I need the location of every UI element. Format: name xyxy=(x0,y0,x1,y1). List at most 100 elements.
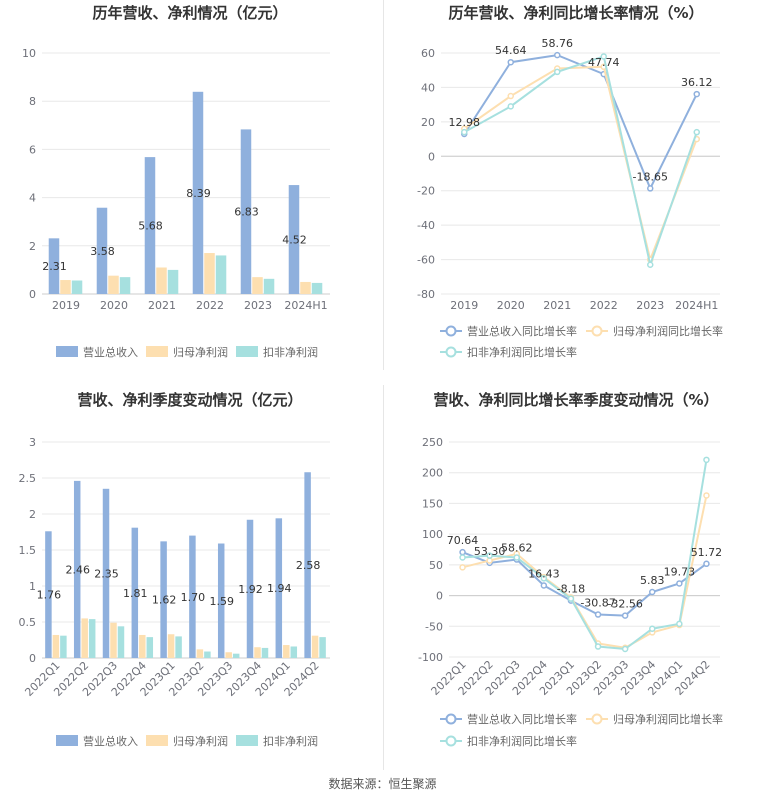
point-value-label: 53.30 xyxy=(474,545,506,558)
bar-value-label: 1.92 xyxy=(238,583,263,596)
bar xyxy=(290,646,298,658)
point-value-label: 12.98 xyxy=(449,116,481,129)
y-tick-label: 50 xyxy=(429,559,443,572)
data-source-note: 数据来源：恒生聚源 xyxy=(328,777,437,791)
point-value-label: 51.72 xyxy=(691,546,723,559)
chart-title: 历年营收、净利情况（亿元） xyxy=(92,4,287,22)
chart-title: 营收、净利同比增长率季度变动情况（%） xyxy=(433,391,718,409)
x-tick-label: 2019 xyxy=(52,299,80,312)
x-tick-label: 2020 xyxy=(100,299,128,312)
bar xyxy=(45,531,52,658)
x-tick-label: 2024H1 xyxy=(675,299,718,312)
bar xyxy=(254,647,261,658)
bar-value-label: 1.70 xyxy=(181,591,206,604)
point-value-label: 47.74 xyxy=(588,56,620,69)
bar xyxy=(240,129,252,294)
series-line xyxy=(462,459,708,651)
data-point xyxy=(703,456,710,464)
bar xyxy=(304,472,311,658)
legend-marker xyxy=(445,713,457,725)
bar-value-label: 5.68 xyxy=(138,220,163,233)
bar xyxy=(175,636,182,658)
data-point xyxy=(621,645,629,653)
legend-marker xyxy=(445,325,457,337)
x-tick-label: 2021 xyxy=(148,299,176,312)
data-point xyxy=(647,261,654,268)
data-point xyxy=(486,552,493,559)
data-point xyxy=(621,612,629,619)
bar-value-label: 1.94 xyxy=(267,582,292,595)
series-line xyxy=(463,65,698,263)
data-point xyxy=(594,643,602,650)
point-value-label: 5.83 xyxy=(640,574,665,587)
bar xyxy=(196,649,204,658)
bar-value-label: 2.58 xyxy=(296,559,321,572)
y-tick-label: 0 xyxy=(428,150,435,163)
legend-label: 归母净利润 xyxy=(173,345,228,359)
bar xyxy=(117,626,125,658)
data-point xyxy=(540,575,548,582)
bar xyxy=(156,267,167,294)
y-tick-label: -50 xyxy=(425,620,443,633)
bar xyxy=(146,637,154,658)
y-tick-label: -100 xyxy=(418,651,443,664)
bar xyxy=(311,282,323,294)
legend-marker xyxy=(445,735,457,747)
data-point xyxy=(507,92,514,100)
y-tick-label: -20 xyxy=(417,185,435,198)
data-point xyxy=(594,611,602,618)
bar xyxy=(73,480,81,658)
bar xyxy=(217,543,225,658)
bar-value-label: 1.81 xyxy=(123,587,148,600)
point-value-label: -8.18 xyxy=(557,583,585,596)
data-point xyxy=(647,185,654,192)
legend-label: 营业总收入同比增长率 xyxy=(467,712,577,726)
y-tick-label: 100 xyxy=(422,528,443,541)
bar xyxy=(88,619,96,658)
y-tick-label: 20 xyxy=(421,116,435,129)
y-tick-label: 6 xyxy=(29,143,36,156)
bar xyxy=(225,652,232,658)
point-value-label: 58.76 xyxy=(542,37,574,50)
data-point xyxy=(567,595,575,602)
bar-value-label: 1.59 xyxy=(209,595,234,608)
point-value-label: 58.62 xyxy=(501,542,533,555)
point-value-label: 19.73 xyxy=(664,565,696,578)
x-tick-label: 2020 xyxy=(497,299,525,312)
bar xyxy=(144,157,156,294)
y-tick-label: 1 xyxy=(29,580,36,593)
y-tick-label: 40 xyxy=(421,81,435,94)
legend-swatch xyxy=(56,735,78,746)
data-point xyxy=(507,58,514,66)
legend-label: 扣非净利润 xyxy=(263,345,318,359)
legend-label: 扣非净利润同比增长率 xyxy=(467,345,577,359)
legend-label: 归母净利润 xyxy=(173,734,228,748)
bar-value-label: 2.35 xyxy=(94,567,119,580)
bar-value-label: 1.62 xyxy=(152,594,177,607)
legend-label: 营业总收入 xyxy=(83,734,138,748)
bar xyxy=(263,278,275,294)
data-point xyxy=(703,560,710,568)
y-tick-label: 2 xyxy=(29,508,36,521)
data-point xyxy=(461,128,468,136)
chart-panel-1: 历年营收、净利情况（亿元） 0 2 4 6 8 10 2019 2020 2021 2022 2023… xyxy=(22,4,330,359)
bar xyxy=(131,527,139,658)
bar xyxy=(232,653,240,658)
bar xyxy=(52,634,60,658)
data-point xyxy=(459,554,466,561)
data-point xyxy=(459,564,466,571)
point-value-label: 16.43 xyxy=(528,567,560,580)
bar xyxy=(283,645,290,658)
bar xyxy=(108,275,119,294)
legend-marker xyxy=(591,325,603,337)
legend-label: 扣非净利润 xyxy=(263,734,318,748)
bar xyxy=(60,635,67,658)
data-point xyxy=(703,492,710,499)
bar-value-label: 3.58 xyxy=(90,245,115,258)
bar xyxy=(71,280,83,294)
y-tick-label: 4 xyxy=(29,192,36,205)
bar-value-label: 2.46 xyxy=(65,563,90,576)
bar xyxy=(96,207,108,294)
legend-label: 扣非净利润同比增长率 xyxy=(467,734,577,748)
